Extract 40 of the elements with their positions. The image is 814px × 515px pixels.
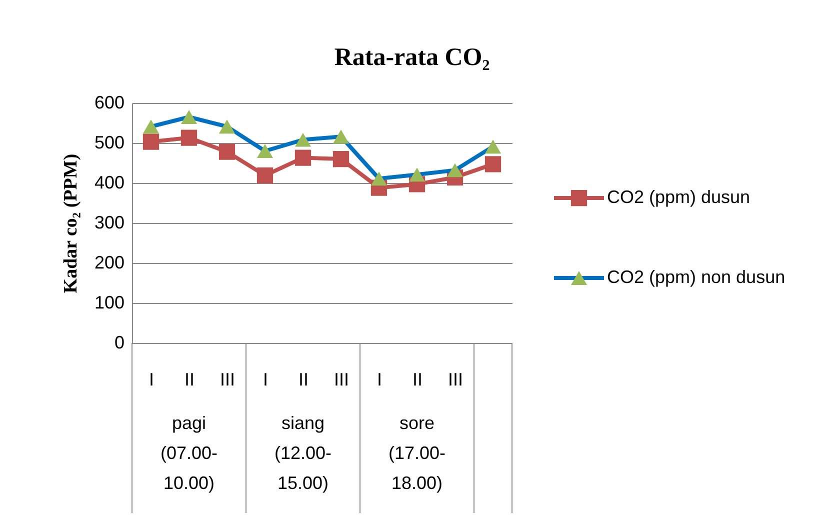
point (294, 150, 312, 166)
point (484, 140, 502, 154)
y-tick-label: 500 (94, 132, 124, 152)
y-tick-label: 200 (94, 252, 124, 272)
y-tick-label: 600 (94, 92, 124, 112)
point (180, 110, 198, 124)
point (218, 144, 236, 160)
x-tick-label: II (298, 370, 309, 390)
text: sore (17.00-18.00) (388, 413, 446, 493)
text: siang (12.00-15.00) (274, 413, 332, 493)
point (332, 130, 350, 144)
y-tick-label: 300 (94, 212, 124, 232)
legend-label: CO2 (ppm) dusun (607, 187, 750, 207)
point (180, 130, 198, 146)
x-tick-label: II (184, 370, 195, 390)
x-tick-label: I (376, 370, 382, 390)
x-tick-label: III (448, 370, 464, 390)
point (256, 144, 274, 158)
x-tick-label: III (334, 370, 350, 390)
x-tick-label: I (262, 370, 268, 390)
y-tick-label: 0 (114, 332, 124, 352)
point (142, 134, 160, 150)
y-tick-label: 100 (94, 292, 124, 312)
text: pagi (07.00-10.00) (160, 413, 218, 493)
chart-title: Rata-rata CO₂ (334, 44, 490, 71)
y-tick-label: 400 (94, 172, 124, 192)
y-axis-title: Kadar co₂ (PPM) (60, 154, 82, 294)
point (142, 120, 160, 134)
x-tick-label: III (220, 370, 236, 390)
point (484, 156, 502, 172)
point (294, 132, 312, 147)
x-tick-label: I (148, 370, 154, 390)
legend-label: CO2 (ppm) non dusun (607, 267, 786, 287)
point (332, 150, 350, 168)
point (370, 172, 388, 186)
point (446, 163, 464, 178)
point (218, 120, 236, 134)
point (256, 167, 274, 184)
x-tick-label: II (412, 370, 423, 390)
point (408, 168, 426, 182)
